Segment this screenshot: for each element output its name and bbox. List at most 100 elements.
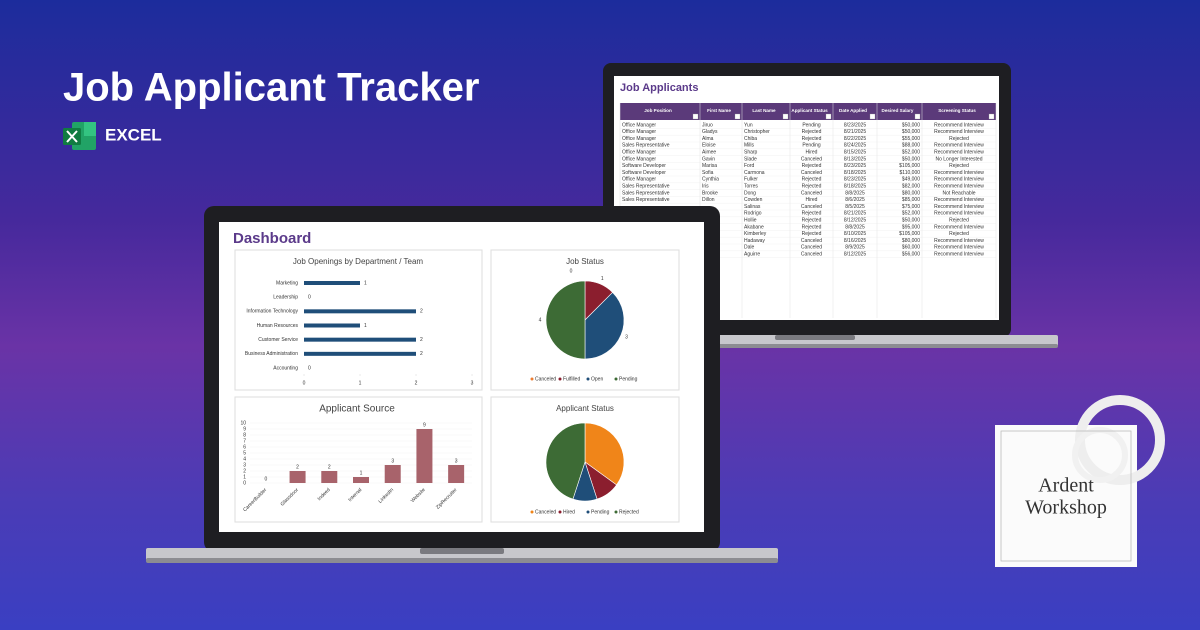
table-cell: Gladys [702,129,718,135]
table-cell: Recommend Interview [934,204,984,210]
table-cell: 8/8/2025 [845,224,865,230]
table-cell: Rejected [802,231,822,237]
table-cell: 8/23/2025 [844,177,866,183]
table-cell: Sales Representative [622,143,670,149]
data-label: 1 [360,470,363,476]
logo-line: Ardent [1038,475,1094,497]
pie-slice [584,291,625,360]
table-cell: Rejected [802,136,822,142]
table-cell: Recommend Interview [934,245,984,251]
table-cell: Hadaway [744,238,765,244]
table-cell: Mills [744,143,754,149]
table-cell: Recommend Interview [934,224,984,230]
data-label: 2 [420,309,423,315]
table-cell: 8/8/2025 [845,190,865,196]
table-cell: 8/9/2025 [845,245,865,251]
table-cell: $105,000 [899,231,920,237]
logo: Ardent Workshop [995,395,1165,567]
table-cell: 8/24/2025 [844,143,866,149]
table-cell: 8/12/2025 [844,252,866,258]
table-cell: Not Reachable [942,190,975,196]
table-cell: Pending [802,122,821,128]
dashboard: Dashboard Job Openings by Department / T… [233,230,680,523]
bar [416,429,433,483]
bar [304,337,416,342]
app-label: EXCEL [105,125,162,144]
table-cell: Sales Representative [622,197,670,203]
y-tick-label: 9 [243,426,246,432]
table-cell: Canceled [801,204,822,210]
table-cell: Recommend Interview [934,150,984,156]
table-cell: $75,000 [902,204,920,210]
filter-button [869,113,876,120]
data-label: 1 [601,276,604,282]
table-cell: Chiba [744,136,757,142]
table-cell: $95,000 [902,224,920,230]
pie-slice [545,280,586,360]
legend-label: Hired [563,509,575,515]
table-cell: Canceled [801,190,822,196]
legend-swatch [530,510,534,514]
table-cell: Sofia [702,170,714,176]
table-cell: 8/10/2025 [844,231,866,237]
sheet-title: Job Applicants [620,82,698,94]
bar [304,351,416,356]
table-cell: Recommend Interview [934,177,984,183]
table-cell: Rejected [802,224,822,230]
legend-swatch [558,377,562,381]
column-header: Applicant Status [791,108,828,113]
y-tick-label: 5 [243,450,246,456]
table-cell: Recommend Interview [934,170,984,176]
table-cell: 8/18/2025 [844,184,866,190]
legend-swatch [614,377,618,381]
table-cell: Recommend Interview [934,211,984,217]
data-label: 3 [455,458,458,464]
table-cell: Canceled [801,245,822,251]
table-cell: Eloise [702,143,716,149]
bar [304,281,360,285]
table-cell: Marisa [702,163,717,169]
filter-button [734,113,741,120]
data-label: 1 [364,280,367,286]
spreadsheet: Job Applicants Job Position First Name Las… [619,82,997,318]
table-cell: Ford [744,163,755,169]
pie-slice [584,422,625,486]
data-label: 3 [625,335,628,341]
legend-swatch [586,377,590,381]
y-tick-label: 6 [243,444,246,450]
y-tick-label: Marketing [276,280,298,286]
table-cell: Cynthia [702,177,719,183]
table-cell: Hired [806,150,818,156]
table-cell: Office Manager [622,136,656,142]
table-cell: Recommend Interview [934,122,984,128]
data-label: 0 [570,268,573,274]
y-tick-label: 3 [243,462,246,468]
legend-label: Canceled [535,509,556,515]
legend-swatch [558,510,562,514]
table-cell: $52,000 [902,211,920,217]
table-cell: $50,000 [902,129,920,135]
table-cell: Software Developer [622,170,666,176]
table-cell: Salinas [744,204,761,210]
table-cell: Aimee [702,150,716,156]
table-cell: 8/12/2025 [844,218,866,224]
y-tick-label: Human Resources [257,323,299,329]
y-tick-label: Business Administration [245,351,298,357]
data-label: 0 [308,365,311,371]
table-cell: $52,000 [902,150,920,156]
table-cell: 8/6/2025 [845,197,865,203]
table-cell: $50,000 [902,218,920,224]
table-cell: $60,000 [902,245,920,251]
column-header: Last Name [752,108,776,113]
table-cell: Rejected [802,184,822,190]
chart-panel [234,396,483,523]
table-cell: $55,000 [902,136,920,142]
column-header: Screening Status [938,108,976,113]
table-cell: Rejected [802,218,822,224]
y-tick-label: Information Technology [246,309,298,315]
table-cell: Gavin [702,156,715,162]
data-label: 2 [420,351,423,357]
table-cell: Sales Representative [622,190,670,196]
data-label: 2 [328,464,331,470]
